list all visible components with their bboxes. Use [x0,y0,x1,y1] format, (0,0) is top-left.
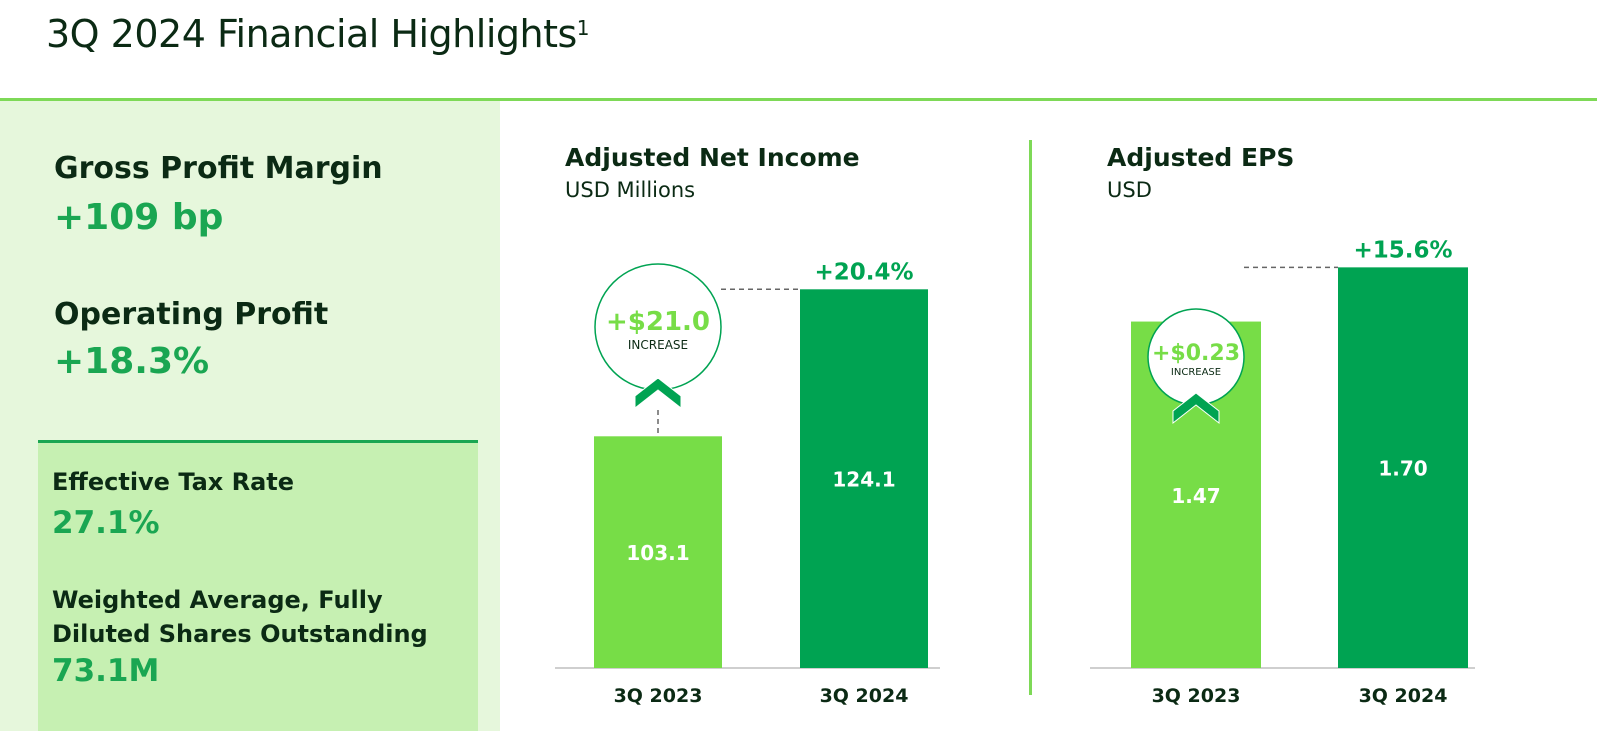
change-percent-label: +20.4% [814,259,913,285]
header-divider [0,98,1597,101]
bar-3q-2023 [594,436,722,668]
category-tick-label: 3Q 2024 [1359,685,1448,707]
title-text: 3Q 2024 Financial Highlights [46,12,577,56]
bar-3q-2024 [800,289,928,668]
category-tick-label: 3Q 2023 [1152,685,1241,707]
net-income-subtitle: USD Millions [565,178,696,202]
shares-label-1: Weighted Average, Fully [52,586,383,614]
bar-value-label: 1.47 [1171,484,1220,508]
increase-word: INCREASE [1171,367,1221,378]
secondary-metrics-box: Effective Tax Rate 27.1% Weighted Averag… [38,440,478,731]
gross-profit-margin-label: Gross Profit Margin [54,151,383,186]
bar-value-label: 103.1 [626,541,689,565]
shares-value: 73.1M [52,653,160,689]
up-chevron-icon [1172,392,1220,425]
category-tick-label: 3Q 2024 [820,685,909,707]
eps-subtitle: USD [1107,178,1152,202]
tax-rate-value: 27.1% [52,505,160,541]
operating-profit-label: Operating Profit [54,297,329,332]
bar-value-label: 1.70 [1378,457,1427,481]
increase-value: +$21.0 [606,307,710,337]
bar-value-label: 124.1 [832,468,895,492]
chart-divider [1029,140,1032,695]
category-tick-label: 3Q 2023 [614,685,703,707]
increase-word: INCREASE [628,338,688,352]
net-income-title: Adjusted Net Income [565,143,860,172]
eps-title: Adjusted EPS [1107,143,1295,172]
shares-label-2: Diluted Shares Outstanding [52,620,428,648]
up-chevron-icon [634,377,682,410]
tax-rate-label: Effective Tax Rate [52,468,295,496]
footnote-marker: 1 [576,16,590,40]
gross-profit-margin-value: +109 bp [54,197,224,238]
page-title: 3Q 2024 Financial Highlights1 [46,12,590,56]
change-percent-label: +15.6% [1353,237,1452,263]
increase-value: +$0.23 [1152,341,1240,366]
bar-3q-2024 [1338,267,1468,668]
operating-profit-value: +18.3% [54,341,210,382]
